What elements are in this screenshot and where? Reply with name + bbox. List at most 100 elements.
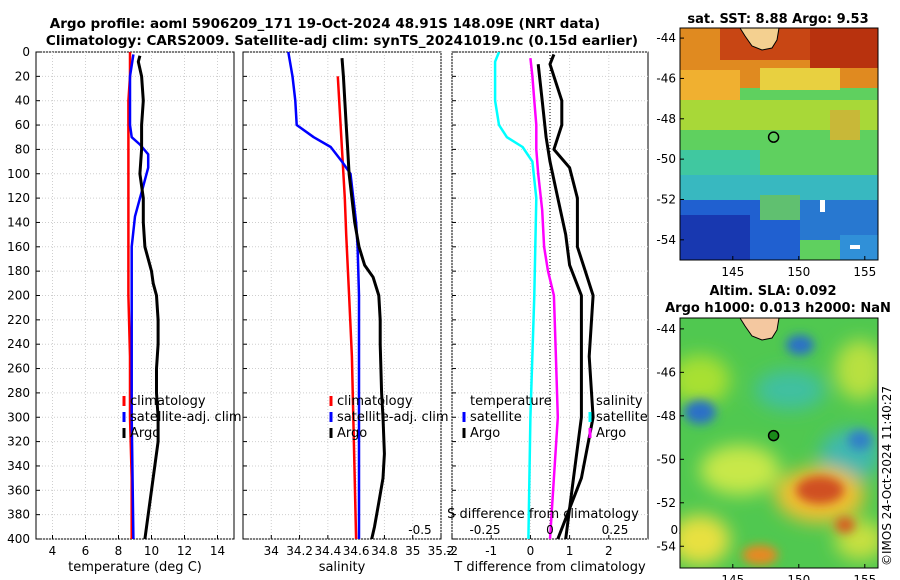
map-y-tick-label: -50 <box>656 152 676 166</box>
temperature-lines <box>127 52 160 539</box>
sla-map-frame <box>679 317 879 569</box>
map-y-tick-label: -52 <box>656 192 676 206</box>
legend-label: satellite <box>470 410 522 425</box>
s-tick-label: 0 <box>546 523 554 537</box>
x-tick-label: 0 <box>527 544 535 558</box>
depth-tick-label: 100 <box>7 167 30 181</box>
depth-tick-label: 280 <box>7 386 30 400</box>
legend-title-temperature: temperature <box>470 394 552 409</box>
series-satellite-adj-clim <box>128 54 150 539</box>
x-tick-label: 8 <box>115 544 123 558</box>
depth-tick-label: 340 <box>7 459 30 473</box>
map-x-tick-label: 155 <box>853 573 876 580</box>
series-argo <box>136 55 160 539</box>
depth-tick-label: 160 <box>7 240 30 254</box>
sst-profile-location <box>767 131 780 143</box>
depth-tick-label: 200 <box>7 289 30 303</box>
s-tick-label: 0.25 <box>602 523 629 537</box>
map-y-tick-label: -44 <box>656 322 676 336</box>
difference-legend: temperaturesatelliteArgosalinitysatellit… <box>462 394 648 441</box>
difference-lines <box>493 52 595 539</box>
depth-tick-label: 360 <box>7 483 30 497</box>
s-tick-label: -0.25 <box>469 523 500 537</box>
x-tick-label: -2 <box>446 544 458 558</box>
sla-map-title-1: Altim. SLA: 0.092 <box>710 284 837 299</box>
sla-map: Altim. SLA: 0.092 Argo h1000: 0.013 h200… <box>656 284 890 580</box>
depth-tick-label: 180 <box>7 264 30 278</box>
map-x-tick-label: 145 <box>721 573 744 580</box>
map-x-tick-label: 155 <box>853 265 876 279</box>
difference-xlabel: T difference from climatology <box>453 560 646 575</box>
legend-title-salinity: salinity <box>596 394 643 409</box>
x-tick-label: 1 <box>566 544 574 558</box>
salinity-panel: 34 34.2 34.4 34.6 34.8 35 35.2 salinity climat… <box>242 51 454 575</box>
salinity-xlabel: salinity <box>319 560 366 575</box>
imos-stamp: ©IMOS 24-Oct-2024 11:40:27 <box>880 386 894 566</box>
x-tick-label: 34.8 <box>371 544 398 558</box>
map-y-tick-label: -54 <box>656 539 676 553</box>
map-y-tick-label: -54 <box>656 233 676 247</box>
map-y-tick-label: -50 <box>656 452 676 466</box>
temperature-panel: 0 20 40 60 80 100 120 140 160 180 200 220 240 260 280 3… <box>7 45 242 575</box>
sla-profile-location <box>767 429 780 442</box>
title-line-1: Argo profile: aoml 5906209_171 19-Oct-20… <box>50 16 600 32</box>
x-tick-label: -1 <box>485 544 497 558</box>
map-y-tick-label: -46 <box>656 71 676 85</box>
depth-tick-label: 40 <box>15 94 30 108</box>
depth-tick-label: 320 <box>7 435 30 449</box>
depth-tick-label: 260 <box>7 362 30 376</box>
legend-label: Argo <box>470 426 500 441</box>
series-salinity-argo <box>536 64 583 539</box>
depth-tick-label: 380 <box>7 508 30 522</box>
depth-tick-label: 120 <box>7 191 30 205</box>
s-difference-label: S difference from climatology <box>447 507 639 522</box>
series-argo <box>340 57 386 539</box>
depth-tick-label: 400 <box>7 532 30 546</box>
x-tick-label: 34.2 <box>286 544 313 558</box>
temperature-xlabel: temperature (deg C) <box>68 560 202 575</box>
x-tick-label: 34.6 <box>343 544 370 558</box>
depth-tick-label: 20 <box>15 69 30 83</box>
series-satellite-adj-clim <box>287 52 361 539</box>
x-tick-label: 35 <box>405 544 420 558</box>
temperature-grid <box>36 51 234 540</box>
depth-tick-label: 140 <box>7 215 30 229</box>
x-tick-label: 14 <box>210 544 225 558</box>
legend-label: satellite-adj. clim <box>130 410 242 425</box>
depth-tick-label: 220 <box>7 313 30 327</box>
series-temperature-satellite <box>493 52 538 539</box>
x-tick-label: 2 <box>605 544 613 558</box>
x-tick-label: 34 <box>264 544 279 558</box>
sla-map-ticks: 145 150 155 -44 -46 -48 -50 -52 -54 <box>656 322 876 580</box>
legend-label: Argo <box>337 426 367 441</box>
depth-tick-label: 240 <box>7 337 30 351</box>
depth-tick-label: 0 <box>22 45 30 59</box>
series-salinity-satellite <box>529 57 560 539</box>
title-line-2: Climatology: CARS2009. Satellite-adj cli… <box>46 33 638 49</box>
salinity-ticks: 34 34.2 34.4 34.6 34.8 35 35.2 <box>243 51 454 558</box>
depth-tick-label: 60 <box>15 118 30 132</box>
series-temperature-argo <box>548 53 595 539</box>
sst-map-ticks: 145 150 155 -44 -46 -48 -50 -52 -54 <box>656 31 876 279</box>
x-tick-label: 6 <box>82 544 90 558</box>
legend-label: satellite <box>596 410 648 425</box>
sst-field <box>680 28 878 260</box>
legend-label: climatology <box>337 394 413 409</box>
map-x-tick-label: 145 <box>721 265 744 279</box>
legend-label: satellite-adj. clim <box>337 410 449 425</box>
depth-tick-label: 300 <box>7 410 30 424</box>
sst-map: sat. SST: 8.88 Argo: 9.53 145 150 155 -44 -4… <box>656 12 879 279</box>
sst-coastline <box>739 27 780 51</box>
map-x-tick-label: 150 <box>787 573 810 580</box>
sst-map-frame <box>679 27 879 261</box>
x-tick-label: 4 <box>49 544 57 558</box>
sla-field <box>680 318 878 568</box>
x-tick-label: 12 <box>177 544 192 558</box>
sst-map-title: sat. SST: 8.88 Argo: 9.53 <box>687 12 868 27</box>
difference-ticks: -2 -1 0 1 2 <box>446 51 613 558</box>
map-y-tick-label: -48 <box>656 409 676 423</box>
s-tick-label: -0.5 <box>408 523 431 537</box>
depth-tick-label: 80 <box>15 142 30 156</box>
